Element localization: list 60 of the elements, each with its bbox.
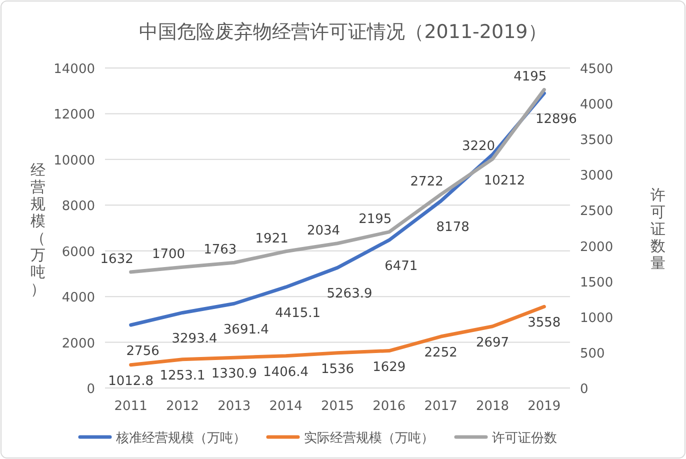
data-label: 8178	[436, 220, 470, 236]
data-label: 1629	[372, 360, 406, 375]
x-tick-label: 2018	[476, 399, 510, 414]
data-label: 1012.8	[108, 374, 154, 389]
y2-tick-label: 3500	[580, 133, 614, 148]
data-label: 2697	[476, 335, 510, 350]
y-tick-label: 8000	[62, 199, 95, 214]
data-label: 3293.4	[172, 332, 218, 347]
y-tick-label: 10000	[54, 153, 95, 168]
y2-tick-label: 4500	[580, 62, 614, 77]
data-label: 12896	[535, 112, 577, 128]
y-tick-label: 12000	[54, 108, 95, 123]
data-label: 4195	[514, 70, 547, 85]
x-tick-label: 2014	[269, 399, 302, 414]
x-tick-label: 2012	[166, 399, 200, 414]
y2-tick-label: 0	[580, 382, 588, 397]
x-tick-label: 2013	[218, 399, 251, 414]
y-tick-label: 4000	[62, 290, 95, 306]
data-label: 1700	[152, 247, 186, 262]
legend-label: 实际经营规模（万吨）	[304, 431, 434, 446]
y-axis-title: 经营规模（万吨）	[30, 161, 46, 298]
y2-tick-label: 3000	[580, 168, 614, 184]
y-tick-label: 2000	[62, 336, 95, 352]
data-label: 10212	[484, 174, 526, 189]
legend-label: 核准经营规模（万吨）	[115, 431, 246, 446]
x-tick-label: 2015	[320, 399, 354, 414]
x-tick-label: 2011	[114, 399, 148, 414]
data-label: 1406.4	[263, 364, 309, 380]
chart-title: 中国危险废弃物经营许可证情况（2011-2019）	[139, 21, 547, 43]
x-tick-label: 2019	[528, 399, 561, 414]
data-label: 2722	[410, 174, 444, 190]
y-tick-label: 0	[86, 382, 95, 397]
data-label: 3558	[528, 316, 561, 331]
legend-label: 许可证份数	[492, 431, 557, 446]
data-label: 2195	[358, 212, 392, 227]
y-tick-label: 6000	[62, 244, 95, 260]
y2-tick-label: 4000	[580, 98, 614, 113]
data-label: 4415.1	[275, 306, 321, 322]
y2-tick-label: 1500	[580, 275, 614, 290]
y2-tick-label: 1000	[580, 310, 614, 326]
y2-tick-label: 2000	[580, 240, 614, 255]
data-label: 1632	[100, 252, 134, 267]
data-label: 1253.1	[160, 368, 206, 384]
y2-tick-label: 500	[580, 346, 605, 362]
data-label: 1330.9	[211, 366, 257, 382]
x-tick-label: 2016	[372, 399, 406, 414]
data-label: 1536	[320, 362, 354, 377]
x-tick-label: 2017	[424, 399, 458, 414]
y2-axis-title: 许可证数量	[650, 186, 666, 272]
data-label: 2252	[424, 346, 458, 361]
data-label: 2756	[126, 344, 160, 360]
data-label: 2034	[306, 223, 340, 238]
data-label: 1763	[204, 242, 237, 258]
y2-tick-label: 2500	[580, 204, 614, 220]
data-label: 3220	[462, 139, 496, 154]
data-label: 5263.9	[326, 286, 372, 302]
y-tick-label: 14000	[54, 62, 95, 77]
data-label: 1921	[255, 231, 288, 246]
data-label: 6471	[384, 259, 418, 274]
data-label: 3691.4	[223, 322, 269, 338]
